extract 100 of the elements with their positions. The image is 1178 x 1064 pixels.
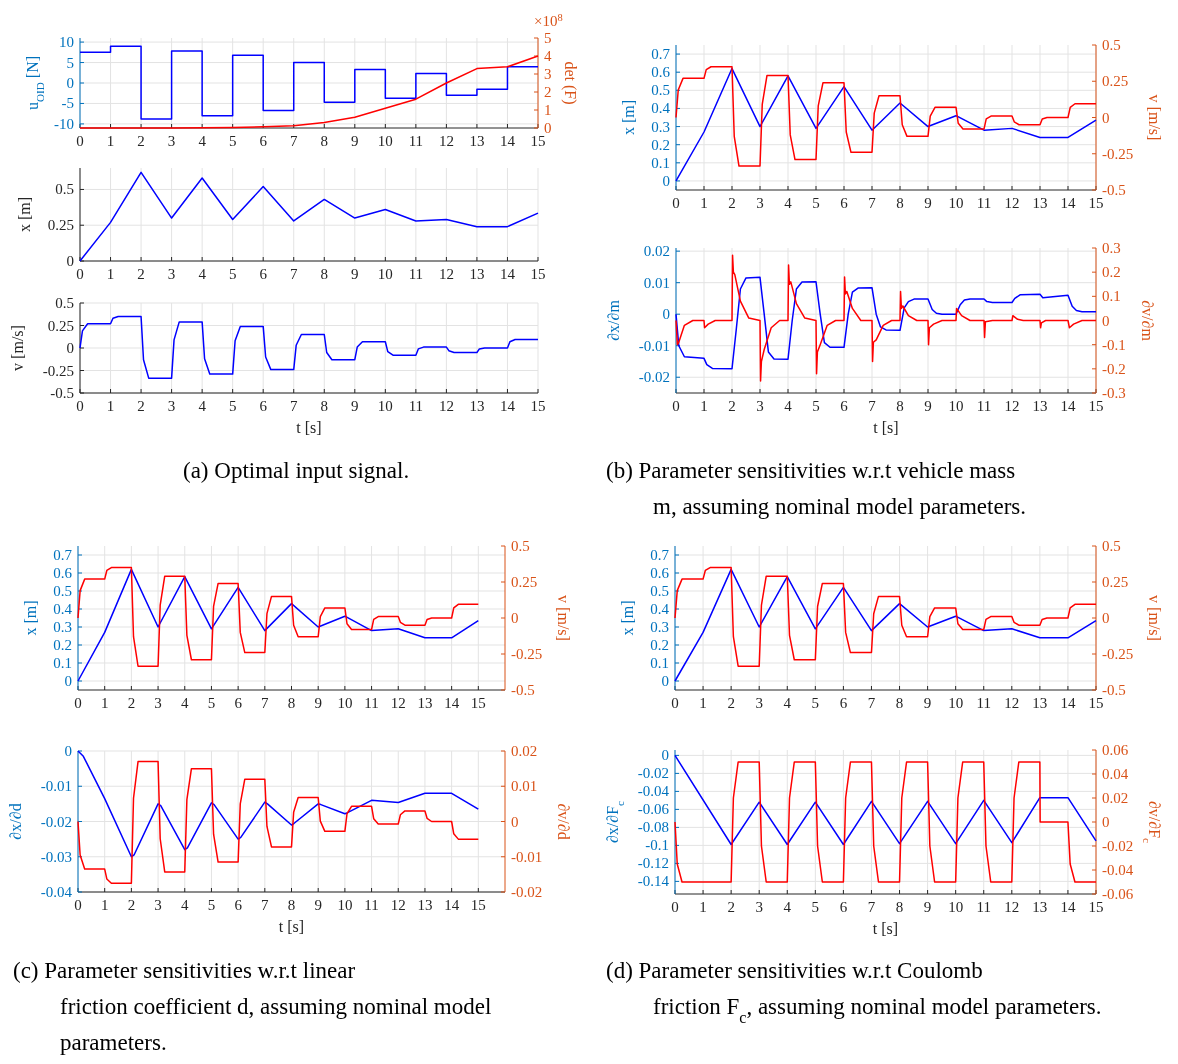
y2-axis-title: ∂v/∂m: [1139, 300, 1156, 342]
x-tick-label: 7: [261, 897, 270, 913]
x-tick-label: 6: [839, 899, 848, 915]
y2-tick-label: -0.3: [1102, 385, 1126, 401]
x-tick-label: 7: [289, 133, 298, 149]
x-tick-label: 7: [261, 695, 270, 711]
x-tick-label: 4: [198, 266, 207, 282]
x-tick-label: 13: [1032, 695, 1048, 711]
y-tick-label: -0.5: [50, 385, 74, 401]
x-tick-label: 6: [234, 897, 243, 913]
y-tick-label: -0.1: [645, 837, 669, 854]
x-tick-label: 9: [351, 398, 359, 414]
x-tick-label: 10: [377, 133, 393, 149]
y-tick-label: 0.7: [53, 547, 73, 563]
y-tick-label: 0.2: [651, 136, 670, 153]
x-tick-label: 4: [198, 133, 207, 149]
x-tick-label: 15: [530, 266, 546, 282]
x-tick-label: 12: [1004, 695, 1020, 711]
y-tick-label: 0.7: [650, 547, 670, 563]
x-tick-label: 15: [530, 398, 546, 414]
x-tick-label: 13: [1032, 899, 1048, 915]
x-tick-label: 5: [812, 195, 820, 211]
y-tick-label: -0.04: [40, 884, 73, 900]
y2-tick-label: 0: [1102, 109, 1110, 126]
x-tick-label: 3: [154, 695, 162, 711]
x-tick-label: 3: [755, 899, 763, 915]
x-tick-label: 11: [976, 398, 992, 414]
y2-tick-label: 0.02: [511, 743, 538, 759]
x-tick-label: 10: [337, 897, 353, 913]
y-tick-label: -0.06: [637, 801, 670, 818]
y-tick-label: -0.01: [40, 778, 72, 795]
y2-tick-label: 0.5: [1102, 538, 1121, 554]
x-axis-title: t [s]: [296, 419, 322, 436]
y-tick-label: 0.3: [651, 118, 670, 135]
x-tick-label: 8: [896, 398, 904, 414]
x-tick-label: 1: [106, 266, 115, 282]
y2-tick-label: 4: [544, 48, 552, 64]
y-tick-label: -0.25: [42, 362, 74, 379]
y2-tick-label: -0.5: [1102, 682, 1126, 698]
y-tick-label: 0.6: [651, 64, 671, 81]
x-tick-label: 11: [976, 195, 992, 211]
line-series: [675, 276, 1097, 370]
x-tick-label: 10: [337, 695, 353, 711]
x-tick-label: 8: [287, 695, 296, 711]
x-tick-label: 6: [259, 266, 268, 282]
x-tick-label: 2: [137, 133, 145, 149]
y-axis-title: x [m]: [21, 600, 39, 636]
y-tick-label: 10: [59, 34, 74, 51]
y-axis-title: x [m]: [16, 196, 33, 233]
x-tick-label: 2: [728, 195, 736, 211]
x-tick-label: 7: [289, 398, 298, 414]
y-tick-label: 0.7: [651, 46, 671, 63]
y2-tick-label: 0: [1102, 312, 1110, 329]
x-tick-label: 12: [438, 133, 454, 149]
y-tick-label: -0.14: [637, 873, 670, 890]
y-tick-label: 0.5: [55, 181, 74, 198]
x-tick-label: 9: [351, 266, 359, 282]
x-tick-label: 2: [127, 695, 136, 711]
x-tick-label: 14: [1060, 398, 1076, 414]
line-series: [77, 750, 480, 858]
x-tick-label: 6: [839, 695, 848, 711]
x-tick-label: 3: [756, 398, 764, 414]
y-axis-title: v [m/s]: [8, 325, 26, 371]
x-tick-label: 5: [228, 133, 237, 149]
y-tick-label: 0.4: [53, 601, 73, 617]
text: (c) Parameter sensitivities w.r.t linear friction coefficient d, assuming nominal model parameters.: [13, 958, 492, 1055]
y-tick-label: 0.5: [650, 583, 669, 599]
x-tick-label: 12: [1004, 398, 1020, 414]
y-tick-label: -0.03: [40, 848, 72, 865]
x-tick-label: 2: [137, 266, 145, 282]
y-tick-label: 0: [661, 673, 669, 689]
x-tick-label: 11: [976, 695, 991, 711]
x-tick-label: 9: [924, 195, 932, 211]
x-tick-label: 10: [948, 195, 964, 211]
x-tick-label: 3: [167, 398, 176, 414]
x-tick-label: 12: [390, 897, 406, 913]
y2-axis-title: v [m/s]: [1145, 94, 1163, 141]
y2-tick-label: -0.02: [511, 884, 543, 900]
x-tick-label: 13: [1032, 195, 1048, 211]
y2-tick-label: -0.2: [1102, 360, 1126, 377]
x-tick-label: 12: [1004, 899, 1020, 915]
y2-tick-label: 0: [1102, 814, 1110, 830]
y2-tick-label: -0.02: [1102, 838, 1134, 854]
x-tick-label: 6: [259, 398, 268, 414]
y-tick-label: -0.02: [637, 765, 669, 782]
y2-tick-label: 0: [511, 610, 519, 626]
x-tick-label: 14: [444, 897, 460, 913]
x-tick-label: 5: [207, 695, 216, 711]
x-tick-label: 6: [840, 398, 849, 414]
y-tick-label: 0: [66, 75, 74, 91]
x-tick-label: 8: [287, 897, 296, 913]
x-tick-label: 15: [470, 897, 486, 913]
y-axis-title: ∂x/∂m: [604, 299, 622, 341]
y-tick-label: 0.25: [47, 217, 74, 234]
x-tick-label: 11: [408, 266, 424, 282]
x-tick-label: 14: [499, 266, 516, 282]
x-tick-label: 3: [755, 695, 763, 711]
x-tick-label: 1: [700, 398, 708, 414]
x-tick-label: 8: [320, 398, 329, 414]
line-series: [79, 171, 539, 262]
